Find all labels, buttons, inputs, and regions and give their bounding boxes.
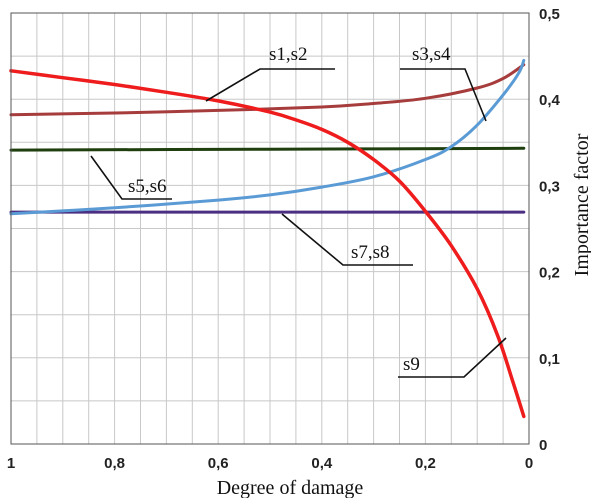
series-line-s5-s6 [9, 146, 526, 152]
annotation-leader-line [90, 155, 172, 200]
annotation-leader-line [400, 68, 487, 122]
y-tick-label: 0 [539, 437, 547, 454]
x-tick-label: 0 [525, 455, 533, 472]
annotation-label: s9 [403, 354, 420, 375]
annotation-label: s3,s4 [412, 44, 451, 65]
series-line-s1-s2 [9, 69, 526, 419]
x-tick-labels: 1 0,8 0,6 0,4 0,2 0 [7, 455, 533, 472]
y-tick-label: 0,2 [539, 265, 560, 282]
y-tick-label: 0,1 [539, 351, 560, 368]
annotation-label: s5,s6 [128, 176, 167, 197]
annotation-leader-line [398, 337, 507, 378]
x-axis-label: Degree of damage [217, 477, 364, 498]
plot-border [10, 12, 530, 445]
x-tick-label: 0,6 [208, 455, 229, 472]
series-line-s3-s4 [9, 63, 526, 117]
x-tick-label: 0,2 [415, 455, 436, 472]
series-lines [9, 58, 526, 419]
x-tick-label: 0,4 [311, 455, 333, 472]
series-line-s9 [9, 58, 526, 216]
annotation-leader-line [205, 68, 335, 102]
y-axis-label: Importance factor [571, 133, 591, 276]
y-tick-labels: 0 0,1 0,2 0,3 0,4 0,5 [539, 6, 561, 454]
x-tick-label: 0,8 [104, 455, 125, 472]
x-tick-label: 1 [7, 455, 15, 472]
y-tick-label: 0,3 [539, 178, 560, 195]
y-tick-label: 0,4 [539, 92, 561, 109]
annotations: s1,s2 s3,s4 s5,s6 s7,s8 s9 [90, 44, 507, 378]
annotation-label: s1,s2 [269, 44, 308, 65]
annotation-label: s7,s8 [351, 242, 390, 263]
y-tick-label: 0,5 [539, 6, 560, 23]
annotation-leader-line [281, 213, 413, 266]
grid [11, 13, 529, 444]
